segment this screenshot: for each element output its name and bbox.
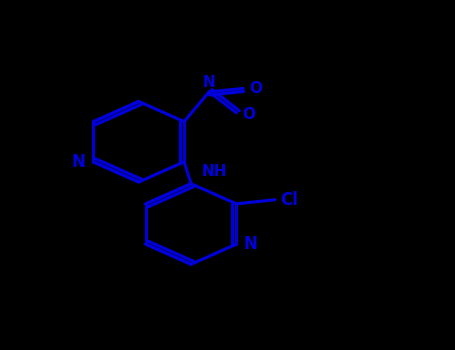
Text: N: N	[244, 235, 258, 253]
Text: N: N	[71, 153, 85, 171]
Text: Cl: Cl	[281, 191, 298, 209]
Text: O: O	[242, 107, 255, 122]
Text: N: N	[203, 76, 216, 91]
Text: O: O	[249, 81, 262, 96]
Text: NH: NH	[201, 163, 227, 178]
